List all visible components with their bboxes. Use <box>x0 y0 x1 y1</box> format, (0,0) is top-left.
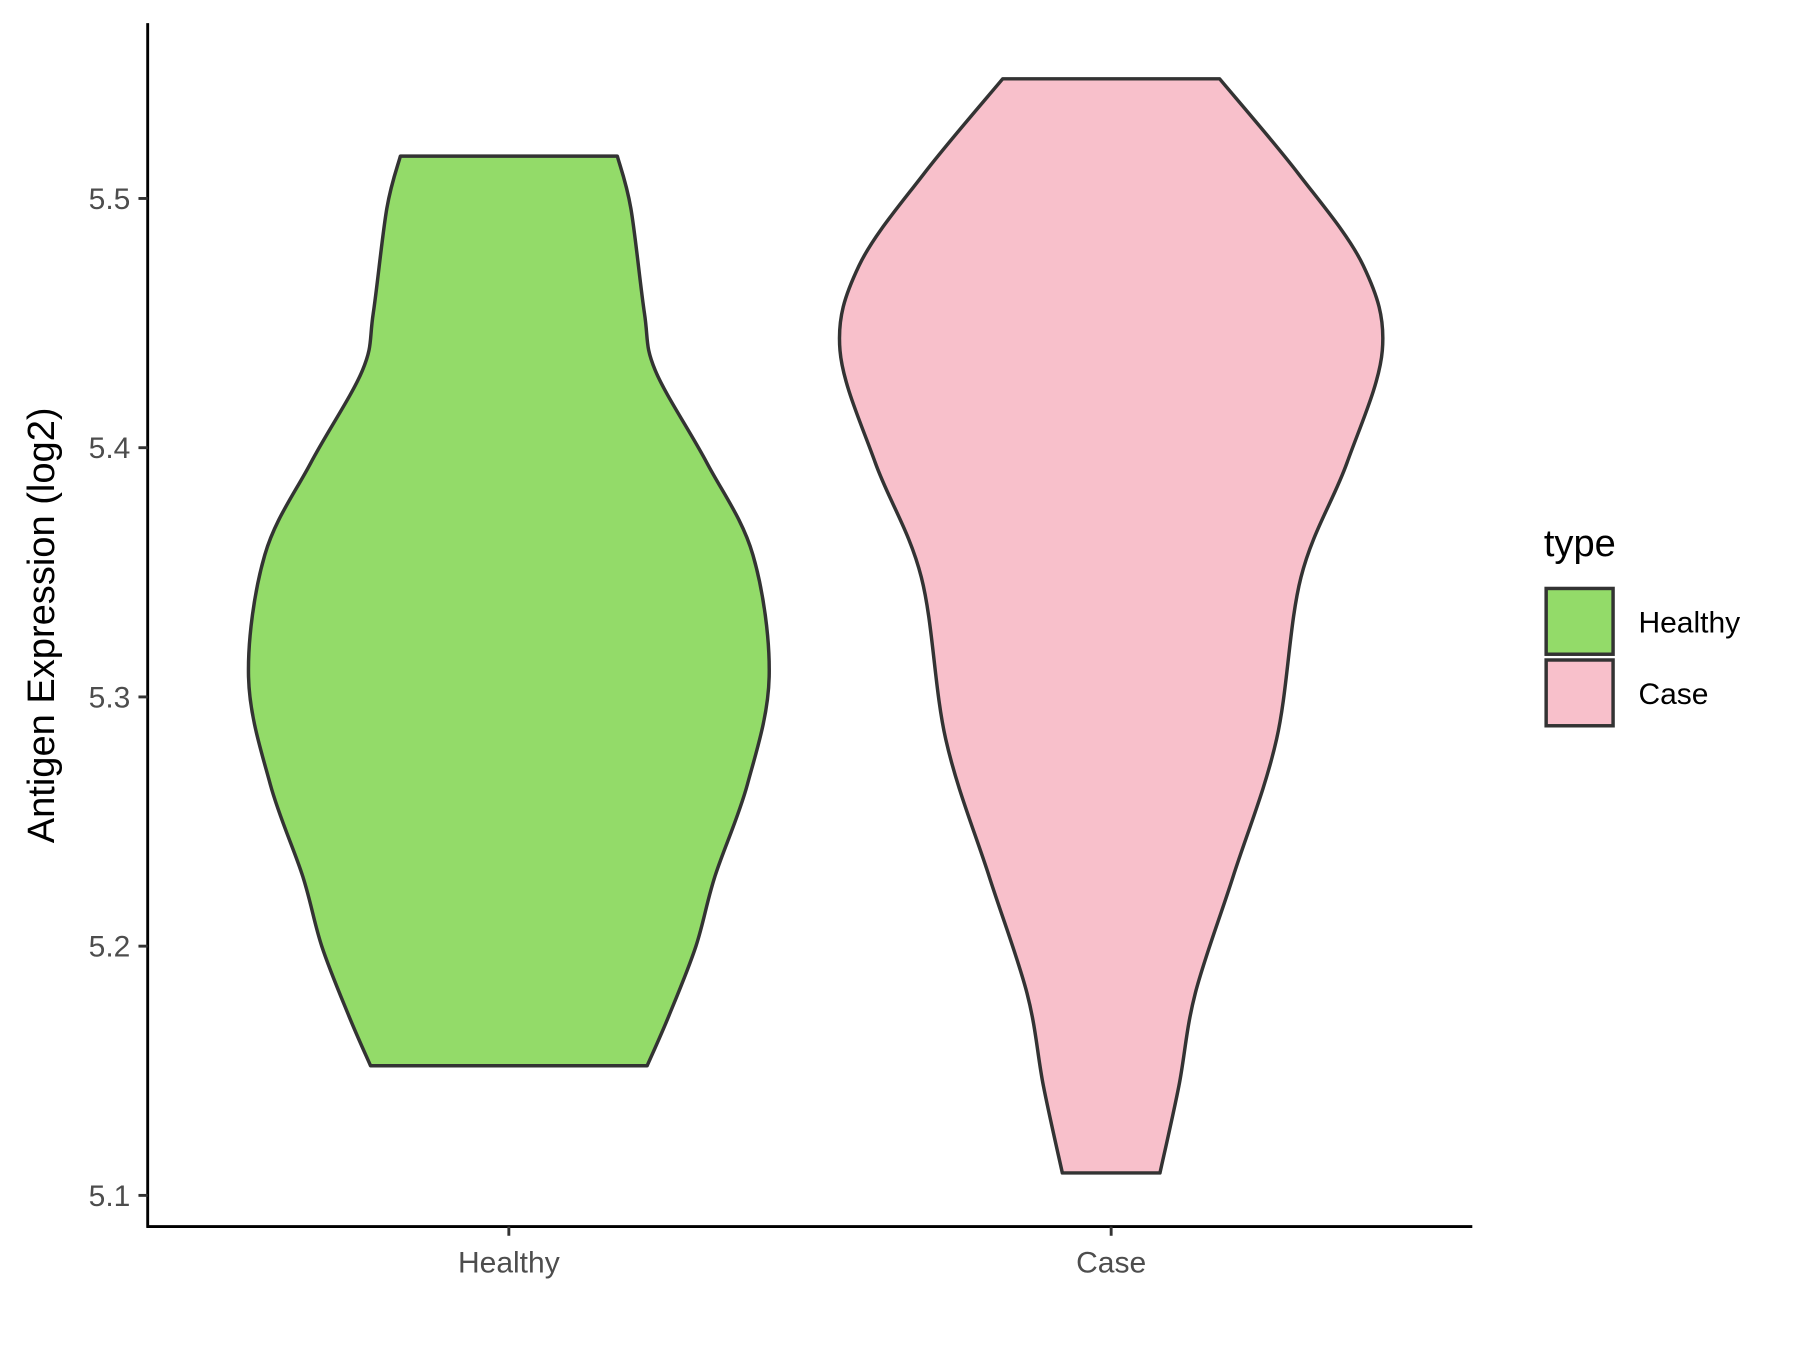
legend-key-healthy <box>1544 586 1615 656</box>
y-ticks: 5.1 5.2 5.3 5.4 5.5 <box>89 183 148 1213</box>
violin-healthy <box>246 154 771 1068</box>
y-tick-label: 5.4 <box>89 432 131 465</box>
y-tick-label: 5.3 <box>89 681 131 714</box>
legend-label: Case <box>1638 678 1708 711</box>
y-axis-title: Antigen Expression (log2) <box>21 407 63 843</box>
x-ticks: Healthy Case <box>458 1226 1146 1280</box>
legend-key-case <box>1544 658 1615 728</box>
violins <box>246 77 1385 1175</box>
legend-title: type <box>1544 523 1616 565</box>
legend: Healthy Case <box>1544 586 1740 728</box>
legend-label: Healthy <box>1638 606 1740 639</box>
violin-case <box>837 77 1385 1175</box>
y-tick-label: 5.1 <box>89 1180 131 1213</box>
y-tick-label: 5.5 <box>89 183 131 216</box>
x-tick-label: Healthy <box>458 1247 560 1280</box>
y-tick-label: 5.2 <box>89 931 131 964</box>
x-tick-label: Case <box>1076 1247 1146 1280</box>
